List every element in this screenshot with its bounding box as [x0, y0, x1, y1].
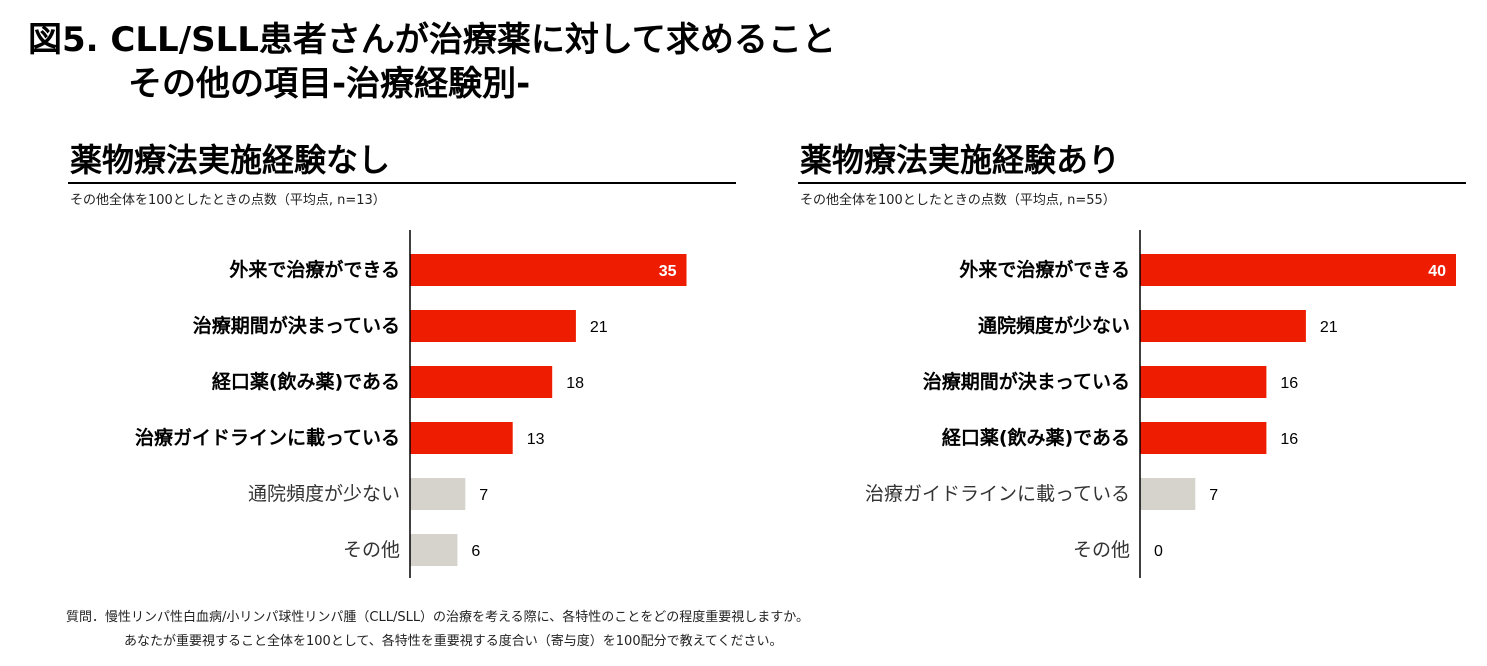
panel-note: その他全体を100としたときの点数（平均点, n=55）: [800, 193, 1116, 208]
bar-chart-no-drug-therapy: 外来で治療ができる 35 治療期間が決まっている 21 経口薬(飲み薬)である 18 治療ガ…: [135, 230, 687, 578]
panel-no-drug-therapy: 薬物療法実施経験なし その他全体を100としたときの点数（平均点, n=13） …: [68, 138, 736, 608]
value-label: 13: [527, 431, 545, 448]
category-label: 通院頻度が少ない: [978, 314, 1130, 337]
panel-heading: 薬物療法実施経験あり: [800, 141, 1121, 179]
category-label: 治療期間が決まっている: [923, 370, 1130, 393]
bar: [410, 422, 513, 454]
value-label: 21: [1320, 319, 1338, 336]
panel-heading: 薬物療法実施経験なし: [70, 141, 391, 179]
bar: [1140, 254, 1456, 286]
bar: [1140, 366, 1267, 398]
category-label: 通院頻度が少ない: [248, 483, 400, 505]
bar: [1140, 422, 1267, 454]
bar: [410, 534, 458, 566]
chart-subtitle: その他の項目-治療経験別-: [128, 64, 531, 104]
value-label: 16: [1280, 431, 1298, 448]
value-label: 21: [590, 319, 608, 336]
category-label: 治療ガイドラインに載っている: [135, 426, 400, 449]
panel-note: その他全体を100としたときの点数（平均点, n=13）: [70, 193, 386, 208]
category-label: 治療期間が決まっている: [193, 314, 400, 337]
category-label: 外来で治療ができる: [959, 258, 1130, 281]
bar: [410, 478, 466, 510]
panel-with-drug-therapy: 薬物療法実施経験あり その他全体を100としたときの点数（平均点, n=55） …: [798, 138, 1466, 608]
question-note-continued: あなたが重要視すること全体を100として、各特性を重要視する度合い（寄与度）を1…: [124, 634, 783, 649]
value-label: 18: [566, 375, 584, 392]
panel-divider: [68, 182, 736, 184]
value-label: 40: [1428, 263, 1446, 280]
question-note: 質問．慢性リンパ性白血病/小リンパ球性リンパ腫（CLL/SLL）の治療を考える際…: [66, 610, 810, 625]
chart-title: 図5. CLL/SLL患者さんが治療薬に対して求めること: [28, 20, 836, 60]
value-label: 16: [1280, 375, 1298, 392]
category-label: 外来で治療ができる: [229, 258, 400, 281]
value-label: 6: [471, 543, 480, 560]
category-label: 経口薬(飲み薬)である: [942, 426, 1130, 449]
value-label: 7: [1209, 487, 1218, 504]
category-label: 治療ガイドラインに載っている: [865, 483, 1130, 505]
bar: [1140, 310, 1306, 342]
value-label: 0: [1154, 543, 1163, 560]
category-label: 経口薬(飲み薬)である: [212, 370, 400, 393]
value-label: 35: [659, 263, 677, 280]
bar: [1140, 478, 1196, 510]
bar: [410, 366, 553, 398]
value-label: 7: [479, 487, 488, 504]
panel-divider: [798, 182, 1466, 184]
bar: [410, 310, 576, 342]
bar-chart-with-drug-therapy: 外来で治療ができる 40 通院頻度が少ない 21 治療期間が決まっている 16 経口薬(飲み…: [865, 230, 1456, 578]
category-label: その他: [1073, 539, 1130, 561]
category-label: その他: [343, 539, 400, 561]
bar: [410, 254, 687, 286]
